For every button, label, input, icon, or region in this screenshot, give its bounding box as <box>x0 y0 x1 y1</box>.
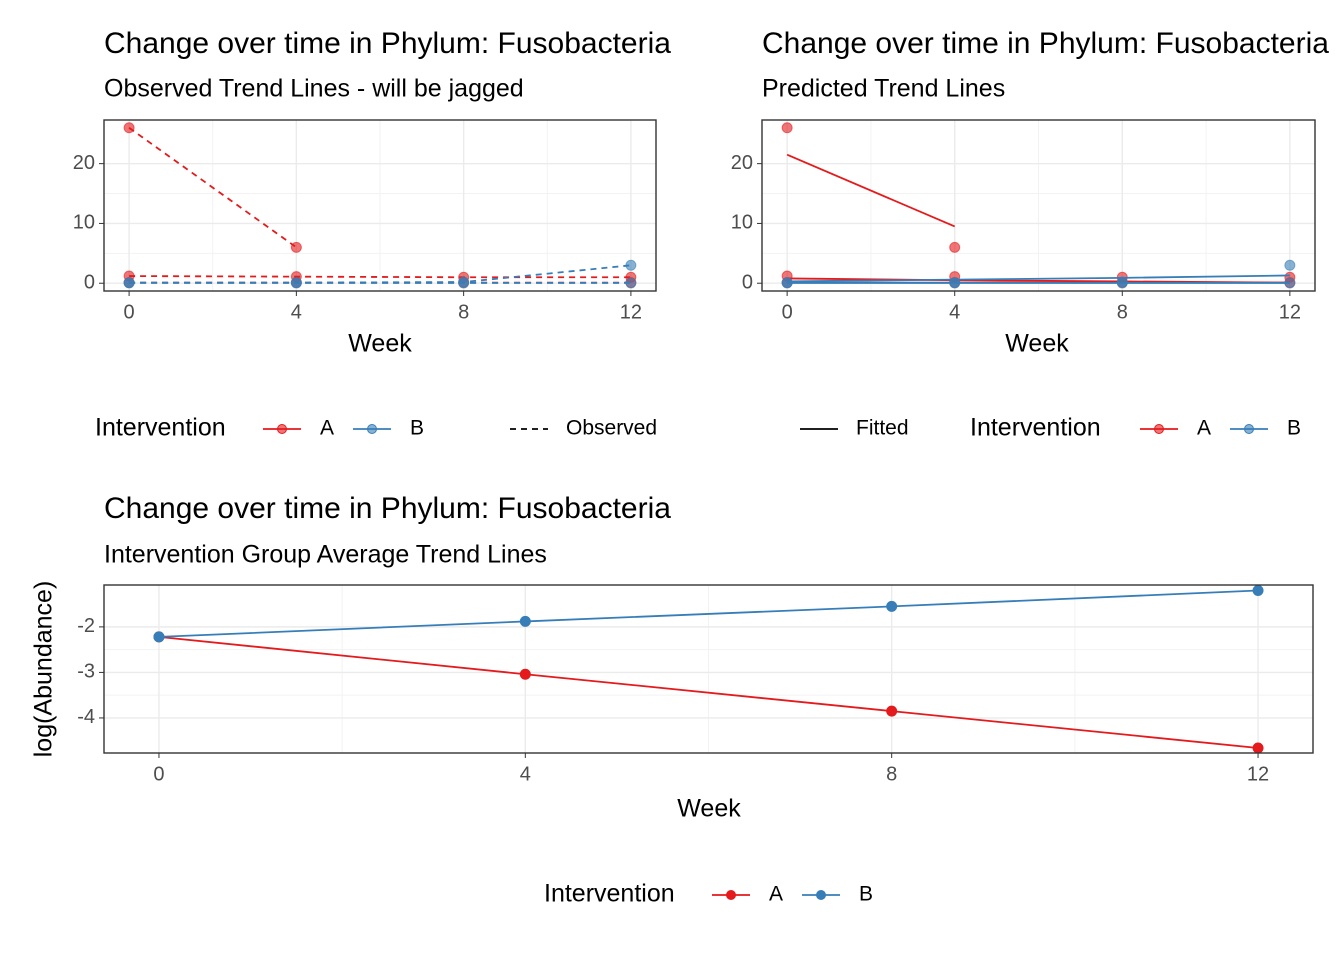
panel-border <box>761 119 1316 292</box>
legend-label: B <box>859 883 873 906</box>
point <box>1252 742 1264 754</box>
x-tick-label: 8 <box>458 301 469 323</box>
fitted-line <box>787 274 1290 283</box>
x-axis-label: Week <box>677 795 741 823</box>
y-tick-label: 10 <box>731 212 753 234</box>
x-tick-label: 4 <box>291 301 302 323</box>
x-tick-label: 12 <box>1279 301 1301 323</box>
legend-key-point <box>277 424 287 434</box>
x-tick-label: 12 <box>1247 763 1269 785</box>
x-tick-label: 0 <box>153 763 164 785</box>
chart-title: Change over time in Phylum: Fusobacteria <box>104 492 671 525</box>
y-tick-label: -4 <box>77 706 95 728</box>
point <box>1252 584 1264 596</box>
legend-key-point <box>816 890 826 900</box>
point <box>1284 259 1296 271</box>
chart-title: Change over time in Phylum: Fusobacteria <box>104 27 671 60</box>
x-axis-label: Week <box>348 330 412 358</box>
point <box>781 122 793 134</box>
observed-line <box>128 127 297 249</box>
x-tick-label: 12 <box>620 301 642 323</box>
legend-label: B <box>410 417 424 440</box>
point <box>290 277 302 289</box>
point <box>458 277 470 289</box>
point <box>519 668 531 680</box>
y-tick-label: 20 <box>731 152 753 174</box>
y-tick-label: -2 <box>77 615 95 637</box>
chart-title: Change over time in Phylum: Fusobacteria <box>762 27 1329 60</box>
point <box>886 705 898 717</box>
point <box>290 241 302 253</box>
trend-line <box>158 589 1259 638</box>
fitted-line <box>786 153 956 228</box>
legend-key-point <box>1244 424 1254 434</box>
x-tick-label: 4 <box>520 763 531 785</box>
point <box>625 277 637 289</box>
y-tick-label: 10 <box>73 212 95 234</box>
legend-label: A <box>1197 417 1211 440</box>
legend-label: B <box>1287 417 1301 440</box>
observed-line <box>129 264 631 284</box>
chart-subtitle: Intervention Group Average Trend Lines <box>104 541 547 569</box>
legend-key-point <box>367 424 377 434</box>
legend-key-point <box>1154 424 1164 434</box>
x-axis-label: Week <box>1005 330 1069 358</box>
y-tick-label: 0 <box>742 272 753 294</box>
point <box>625 259 637 271</box>
chart-subtitle: Observed Trend Lines - will be jagged <box>104 75 524 103</box>
legend-key-point <box>726 890 736 900</box>
legend-label: A <box>769 883 783 906</box>
x-tick-label: 4 <box>949 301 960 323</box>
point <box>519 615 531 627</box>
y-tick-label: 20 <box>73 152 95 174</box>
x-tick-label: 0 <box>782 301 793 323</box>
legend-label: Observed <box>566 417 657 440</box>
point <box>123 277 135 289</box>
legend-label: A <box>320 417 334 440</box>
y-tick-label: 0 <box>84 272 95 294</box>
legend-title: Intervention <box>970 414 1101 442</box>
trend-line <box>158 636 1259 749</box>
y-axis-label: log(Abundance) <box>30 581 58 758</box>
point <box>949 241 961 253</box>
legend-title: Intervention <box>95 414 226 442</box>
legend-label: Fitted <box>856 417 909 440</box>
point <box>153 631 165 643</box>
observed-line <box>129 275 631 279</box>
x-tick-label: 8 <box>886 763 897 785</box>
x-tick-label: 0 <box>124 301 135 323</box>
legend-title: Intervention <box>544 880 675 908</box>
y-tick-label: -3 <box>77 661 95 683</box>
chart-subtitle: Predicted Trend Lines <box>762 75 1005 103</box>
point <box>123 122 135 134</box>
x-tick-label: 8 <box>1117 301 1128 323</box>
point <box>886 600 898 612</box>
panel-border <box>103 584 1314 754</box>
panel-border <box>103 119 657 292</box>
